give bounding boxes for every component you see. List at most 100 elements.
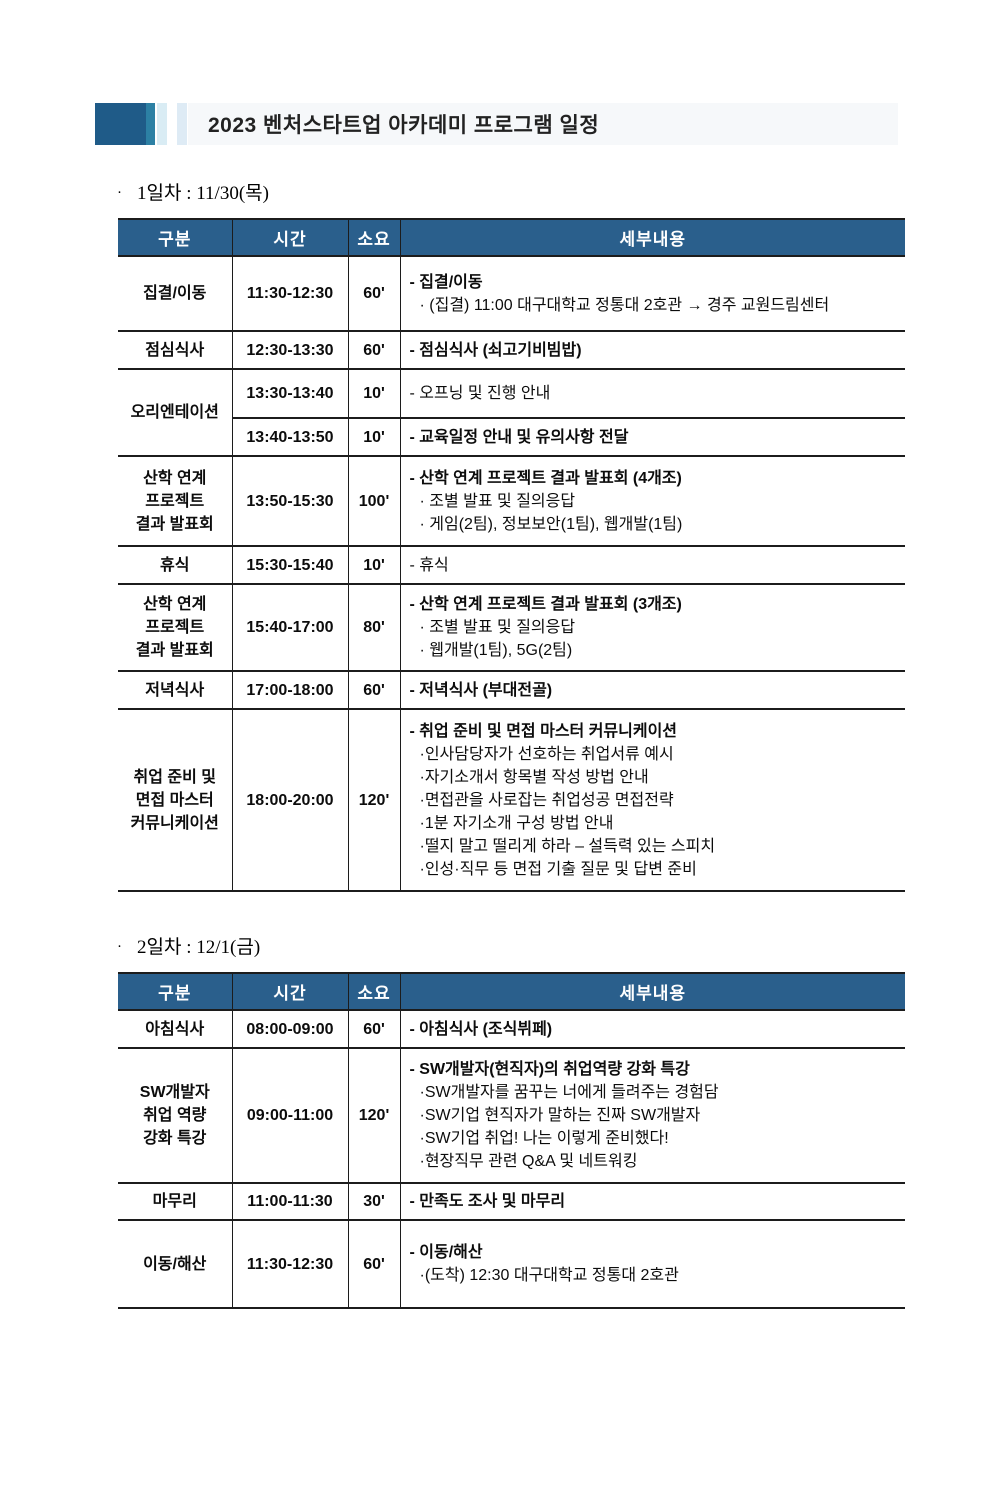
detail-line: ·SW개발자를 꿈꾸는 너에게 들려주는 경험담	[419, 1084, 719, 1101]
title-bar: 2023 벤처스타트업 아카데미 프로그램 일정	[188, 103, 898, 145]
banner-accent-pale-stripe	[177, 103, 187, 145]
banner-accent-light-stripe	[157, 103, 167, 145]
column-header: 구분	[118, 973, 233, 1011]
category-cell: 마무리	[118, 1182, 233, 1220]
detail-line: - 만족도 조사 및 마무리	[409, 1193, 566, 1210]
detail-line: - 점심식사 (쇠고기비빔밥)	[409, 341, 582, 359]
category-cell: 산학 연계 프로젝트 결과 발표회	[118, 455, 233, 546]
detail-line: ·떨지 말고 떨리게 하라 – 설득력 있는 스피치	[419, 837, 716, 855]
details-cell: - 집결/이동 · (집결) 11:00 대구대학교 정통대 2호관 → 경주 교…	[400, 255, 905, 331]
table-row: 이동/해산 11:30-12:30 60' - 이동/해산 ·(도착) 12:30 대구…	[118, 1219, 905, 1308]
details-cell: - 이동/해산 ·(도착) 12:30 대구대학교 정통대 2호관	[400, 1219, 905, 1308]
time-cell: 08:00-09:00	[232, 1009, 349, 1048]
schedule-table-day-2: 구분 시간 소요 세부내용 아침식사 08:00-09:00 60' - 아침식사 (조식뷔…	[118, 972, 905, 1309]
details-cell: - 교육일정 안내 및 유의사항 전달	[400, 417, 905, 456]
detail-line: · 웹개발(1팀), 5G(2팀)	[419, 642, 573, 659]
table-row: 마무리 11:00-11:30 30' - 만족도 조사 및 마무리	[118, 1182, 905, 1220]
details-cell: - 점심식사 (쇠고기비빔밥)	[400, 330, 905, 369]
column-header: 세부내용	[400, 973, 905, 1011]
detail-line: ·1분 자기소개 구성 방법 안내	[419, 814, 614, 832]
detail-line: - 아침식사 (조식뷔페)	[409, 1020, 553, 1038]
duration-cell: 10'	[348, 368, 401, 418]
duration-cell: 10'	[348, 417, 401, 456]
table-row: 산학 연계 프로젝트 결과 발표회 13:50-15:30 100' - 산학 연계 …	[118, 455, 905, 546]
table-row: 오리엔테이션 13:30-13:40 10' - 오프닝 및 진행 안내	[118, 368, 905, 456]
detail-line: ·SW기업 현직자가 말하는 진짜 SW개발자	[419, 1107, 701, 1124]
duration-cell: 60'	[348, 255, 401, 331]
banner-gap	[167, 103, 177, 145]
details-cell: - 만족도 조사 및 마무리	[400, 1182, 905, 1220]
table-row: 취업 준비 및 면접 마스터 커뮤니케이션 18:00-20:00 120' - 취업…	[118, 708, 905, 891]
table-row: 점심식사 12:30-13:30 60' - 점심식사 (쇠고기비빔밥)	[118, 330, 905, 369]
duration-cell: 60'	[348, 330, 401, 369]
time-cell: 15:40-17:00	[232, 583, 349, 671]
detail-line: ·현장직무 관련 Q&A 및 네트워킹	[419, 1153, 638, 1170]
category-cell: 휴식	[118, 545, 233, 584]
category-cell: SW개발자 취업 역량 강화 특강	[118, 1047, 233, 1183]
category-cell: 산학 연계 프로젝트 결과 발표회	[118, 583, 233, 671]
duration-cell: 30'	[348, 1182, 401, 1220]
schedule-table-day-1: 구분 시간 소요 세부내용 집결/이동 11:30-12:30 60' - 집결/이동 · (…	[118, 218, 905, 892]
column-header: 시간	[232, 973, 349, 1011]
column-header: 소요	[348, 973, 401, 1011]
time-cell: 11:30-12:30	[232, 1219, 349, 1308]
category-cell: 오리엔테이션	[118, 368, 233, 456]
details-cell: - 산학 연계 프로젝트 결과 발표회 (3개조) · 조별 발표 및 질의응답 ·…	[400, 583, 905, 671]
column-header: 세부내용	[400, 219, 905, 257]
time-cell: 13:30-13:40	[232, 368, 349, 418]
category-cell: 이동/해산	[118, 1219, 233, 1308]
details-cell: - 휴식	[400, 545, 905, 584]
duration-cell: 10'	[348, 545, 401, 584]
duration-cell: 60'	[348, 1219, 401, 1308]
page-title: 2023 벤처스타트업 아카데미 프로그램 일정	[208, 114, 600, 137]
details-cell: - 아침식사 (조식뷔페)	[400, 1009, 905, 1048]
detail-line: - 산학 연계 프로젝트 결과 발표회 (3개조)	[409, 596, 682, 613]
detail-line: ·면접관을 사로잡는 취업성공 면접전략	[419, 791, 674, 809]
table-header-row: 구분 시간 소요 세부내용	[118, 219, 905, 257]
time-cell: 18:00-20:00	[232, 708, 349, 891]
detail-line: ·자기소개서 항목별 작성 방법 안내	[419, 768, 649, 786]
duration-cell: 60'	[348, 1009, 401, 1048]
bullet-icon: ·	[117, 939, 122, 955]
bullet-icon: ·	[117, 185, 122, 201]
detail-line: - 오프닝 및 진행 안내	[409, 385, 551, 402]
time-cell: 11:00-11:30	[232, 1182, 349, 1220]
detail-line: - SW개발자(현직자)의 취업역량 강화 특강	[409, 1061, 690, 1078]
table-row: 아침식사 08:00-09:00 60' - 아침식사 (조식뷔페)	[118, 1009, 905, 1048]
time-cell: 09:00-11:00	[232, 1047, 349, 1183]
detail-line: · 조별 발표 및 질의응답	[419, 619, 576, 636]
detail-line: - 휴식	[409, 556, 449, 574]
category-cell: 저녁식사	[118, 670, 233, 709]
table-row: SW개발자 취업 역량 강화 특강 09:00-11:00 120' - SW개발자(…	[118, 1047, 905, 1183]
day-1-heading: · 1일차 : 11/30(목)	[117, 182, 992, 205]
table-row: 집결/이동 11:30-12:30 60' - 집결/이동 · (집결) 11:00 대…	[118, 255, 905, 331]
duration-cell: 60'	[348, 670, 401, 709]
details-cell: - 산학 연계 프로젝트 결과 발표회 (4개조) · 조별 발표 및 질의응답 ·…	[400, 455, 905, 546]
detail-line: - 집결/이동	[409, 273, 483, 291]
detail-line: - 저녁식사 (부대전골)	[409, 681, 553, 699]
day-heading-text: 1일차 : 11/30(목)	[137, 183, 269, 204]
details-cell: - SW개발자(현직자)의 취업역량 강화 특강 ·SW개발자를 꿈꾸는 너에게 …	[400, 1047, 905, 1183]
detail-line: · 게임(2팀), 정보보안(1팀), 웹개발(1팀)	[419, 515, 683, 533]
duration-cell: 120'	[348, 708, 401, 891]
duration-cell: 100'	[348, 455, 401, 546]
time-cell: 13:50-15:30	[232, 455, 349, 546]
banner-accent-teal-stripe	[146, 103, 155, 145]
detail-line: · 조별 발표 및 질의응답	[419, 492, 576, 510]
time-cell: 15:30-15:40	[232, 545, 349, 584]
table-row: 휴식 15:30-15:40 10' - 휴식	[118, 545, 905, 584]
table-row: 산학 연계 프로젝트 결과 발표회 15:40-17:00 80' - 산학 연계 프…	[118, 583, 905, 671]
detail-line: - 교육일정 안내 및 유의사항 전달	[409, 428, 629, 446]
details-cell: - 저녁식사 (부대전골)	[400, 670, 905, 709]
detail-line: - 산학 연계 프로젝트 결과 발표회 (4개조)	[409, 469, 682, 487]
table-row: 저녁식사 17:00-18:00 60' - 저녁식사 (부대전골)	[118, 670, 905, 709]
column-header: 소요	[348, 219, 401, 257]
duration-cell: 120'	[348, 1047, 401, 1183]
category-cell: 점심식사	[118, 330, 233, 369]
detail-line: - 취업 준비 및 면접 마스터 커뮤니케이션	[409, 722, 678, 740]
details-cell: - 오프닝 및 진행 안내	[400, 368, 905, 418]
detail-line: · (집결) 11:00 대구대학교 정통대 2호관 → 경주 교원드림센터	[419, 296, 830, 314]
time-cell: 11:30-12:30	[232, 255, 349, 331]
table-header-row: 구분 시간 소요 세부내용	[118, 973, 905, 1011]
category-cell: 취업 준비 및 면접 마스터 커뮤니케이션	[118, 708, 233, 891]
